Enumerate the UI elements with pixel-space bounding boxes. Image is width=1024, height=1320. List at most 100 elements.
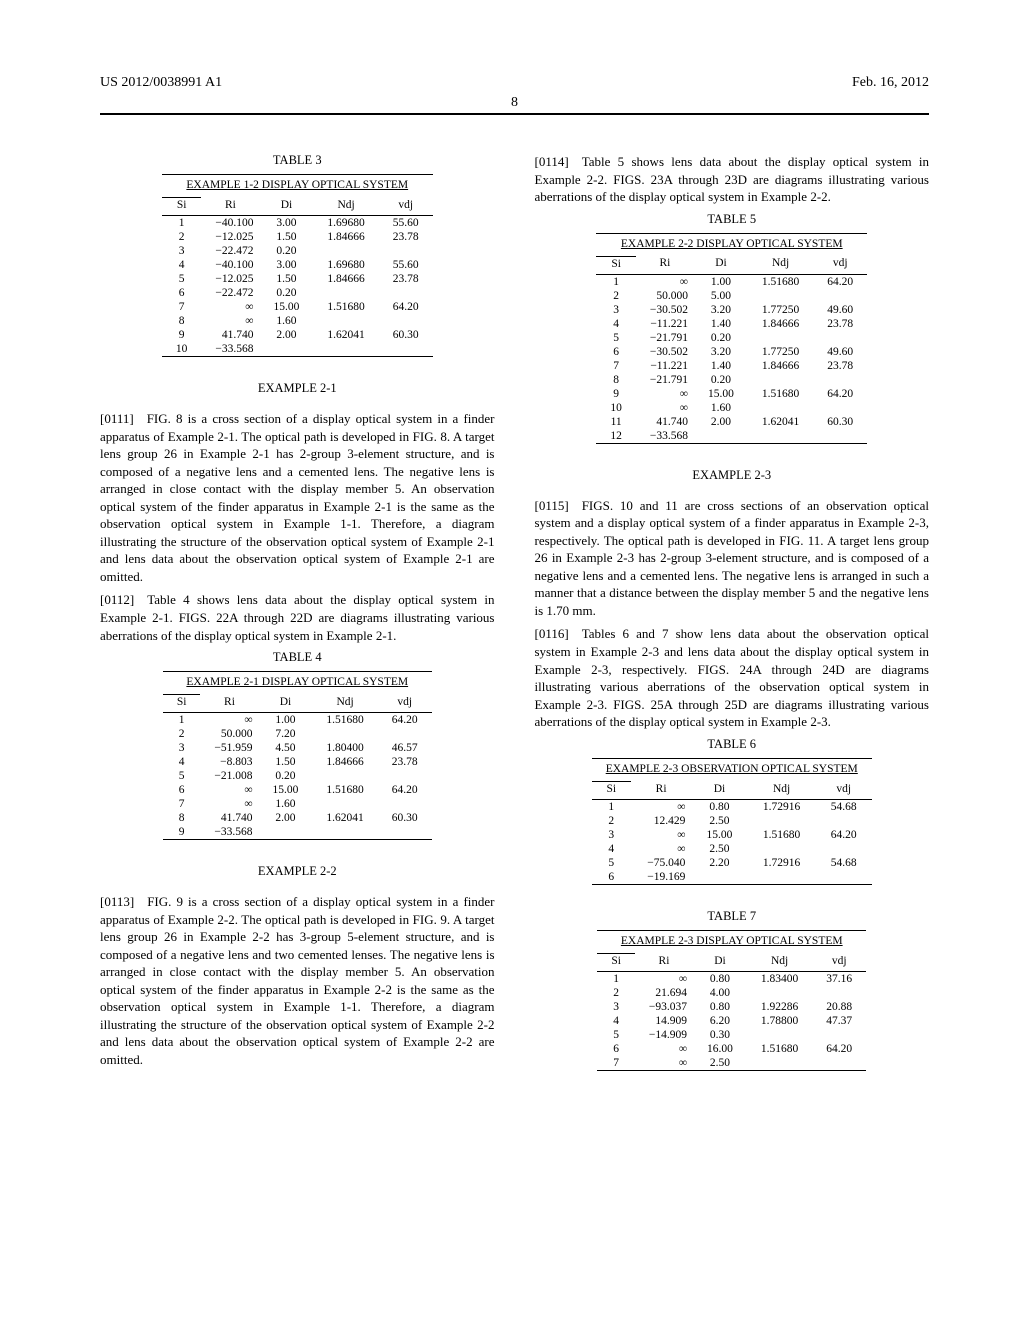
table-cell: 2.20 xyxy=(691,856,747,870)
table-cell: 15.00 xyxy=(260,300,314,314)
table-title: EXAMPLE 1-2 DISPLAY OPTICAL SYSTEM xyxy=(162,175,433,198)
table-cell: 1.69680 xyxy=(313,216,378,231)
table-cell: 49.60 xyxy=(813,303,867,317)
table-cell: −30.502 xyxy=(636,345,694,359)
heading-ex21: EXAMPLE 2-1 xyxy=(100,381,495,396)
table-cell: 1 xyxy=(162,216,202,231)
table-cell: 7.20 xyxy=(259,727,313,741)
table-cell: 60.30 xyxy=(379,328,433,342)
col-header: vdj xyxy=(813,256,867,274)
table-cell: 1.77250 xyxy=(748,303,813,317)
table-cell: ∞ xyxy=(200,713,258,728)
table-5: TABLE 5 EXAMPLE 2-2 DISPLAY OPTICAL SYST… xyxy=(596,212,867,444)
table-cell xyxy=(816,842,872,856)
table-cell: −33.568 xyxy=(636,429,694,444)
table-cell: 7 xyxy=(162,300,202,314)
table-cell: 3 xyxy=(163,741,201,755)
table-cell: 23.78 xyxy=(379,230,433,244)
table-cell: 3 xyxy=(162,244,202,258)
table-cell: 1 xyxy=(597,971,635,986)
pub-number: US 2012/0038991 A1 xyxy=(100,75,222,91)
para-num: [0113] xyxy=(100,894,134,909)
table-cell xyxy=(813,289,867,303)
table-cell: 1.00 xyxy=(259,713,313,728)
table-cell: 1.72916 xyxy=(748,799,816,814)
table-6-label: TABLE 6 xyxy=(592,737,872,752)
table-cell: −93.037 xyxy=(635,1000,693,1014)
col-header: vdj xyxy=(812,953,866,971)
header-rule xyxy=(100,113,929,115)
table-cell: 8 xyxy=(163,811,201,825)
table-cell: ∞ xyxy=(201,314,259,328)
heading-ex22: EXAMPLE 2-2 xyxy=(100,864,495,879)
table-cell: 4 xyxy=(596,317,636,331)
table-cell: 1.40 xyxy=(694,317,748,331)
table-cell: 4.00 xyxy=(693,986,747,1000)
table-7: TABLE 7 EXAMPLE 2-3 DISPLAY OPTICAL SYST… xyxy=(597,909,866,1071)
table-cell: 4 xyxy=(163,755,201,769)
pub-date: Feb. 16, 2012 xyxy=(852,75,929,91)
table-cell xyxy=(747,1056,812,1071)
table-cell xyxy=(313,244,378,258)
table-cell: 1 xyxy=(163,713,201,728)
table-cell: 5.00 xyxy=(694,289,748,303)
table-cell: 3.20 xyxy=(694,345,748,359)
table-cell: 7 xyxy=(596,359,636,373)
table-cell: 2 xyxy=(597,986,635,1000)
table-cell: −30.502 xyxy=(636,303,694,317)
table-cell: 9 xyxy=(162,328,202,342)
table-cell: 6.20 xyxy=(693,1014,747,1028)
table-cell: 1.51680 xyxy=(748,387,813,401)
col-header: Ndj xyxy=(313,198,378,216)
table-cell xyxy=(691,870,747,885)
para-0116: [0116] Tables 6 and 7 show lens data abo… xyxy=(535,625,930,730)
table-cell xyxy=(379,314,433,328)
table-cell xyxy=(812,1028,866,1042)
table-cell: 55.60 xyxy=(379,216,433,231)
table-cell: 1.51680 xyxy=(312,783,377,797)
table-cell: 1.62041 xyxy=(313,328,378,342)
table-cell: −8.803 xyxy=(200,755,258,769)
table-cell: 2 xyxy=(596,289,636,303)
col-header: Si xyxy=(596,256,636,274)
table-cell: −21.008 xyxy=(200,769,258,783)
col-header: Di xyxy=(259,695,313,713)
para-text: FIG. 9 is a cross section of a display o… xyxy=(100,894,495,1067)
table-title: EXAMPLE 2-2 DISPLAY OPTICAL SYSTEM xyxy=(596,233,867,256)
col-header: Si xyxy=(162,198,202,216)
table-cell: 55.60 xyxy=(379,258,433,272)
table-cell xyxy=(813,331,867,345)
col-header: Ndj xyxy=(748,781,816,799)
table-cell: 6 xyxy=(596,345,636,359)
para-text: Table 5 shows lens data about the displa… xyxy=(535,154,930,204)
table-cell xyxy=(378,797,432,811)
table-cell: 23.78 xyxy=(813,317,867,331)
table-cell: 1.62041 xyxy=(312,811,377,825)
para-num: [0115] xyxy=(535,498,569,513)
heading-ex23: EXAMPLE 2-3 xyxy=(535,468,930,483)
table-cell: −51.959 xyxy=(200,741,258,755)
col-header: Di xyxy=(694,256,748,274)
table-cell: 41.740 xyxy=(636,415,694,429)
table-cell: 49.60 xyxy=(813,345,867,359)
table-cell xyxy=(748,429,813,444)
col-header: Ndj xyxy=(312,695,377,713)
table-cell xyxy=(313,314,378,328)
table-cell: 1 xyxy=(596,274,636,289)
table-cell: ∞ xyxy=(200,797,258,811)
table-cell: 2 xyxy=(163,727,201,741)
table-cell: 64.20 xyxy=(378,713,432,728)
table-cell: 64.20 xyxy=(813,387,867,401)
para-0112: [0112] Table 4 shows lens data about the… xyxy=(100,591,495,644)
table-cell xyxy=(748,814,816,828)
table-cell: 4.50 xyxy=(259,741,313,755)
table-cell: 3.20 xyxy=(694,303,748,317)
table-cell: 15.00 xyxy=(694,387,748,401)
col-header: Di xyxy=(260,198,314,216)
table-cell: ∞ xyxy=(631,828,692,842)
col-header: Ri xyxy=(635,953,693,971)
table-cell: ∞ xyxy=(636,401,694,415)
table-cell xyxy=(748,289,813,303)
table-cell xyxy=(313,286,378,300)
table-cell xyxy=(813,429,867,444)
